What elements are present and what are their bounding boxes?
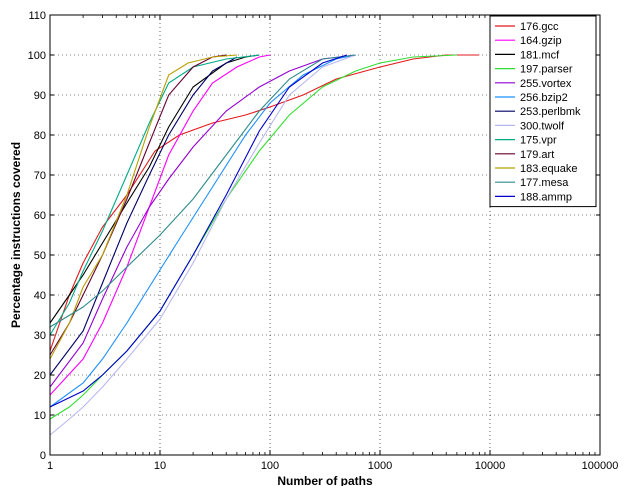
y-tick-label: 30 xyxy=(34,330,46,342)
legend-label: 176.gcc xyxy=(520,21,559,33)
series-line-11 xyxy=(49,54,237,360)
legend-label: 255.vortex xyxy=(520,78,572,90)
x-tick-label: 10 xyxy=(154,460,166,472)
series-line-4 xyxy=(49,54,457,420)
series-line-6 xyxy=(49,54,356,408)
y-tick-label: 70 xyxy=(34,170,46,182)
x-tick-label: 100 xyxy=(261,460,279,472)
y-tick-label: 50 xyxy=(34,250,46,262)
legend-label: 183.equake xyxy=(520,163,578,175)
y-tick-label: 90 xyxy=(34,90,46,102)
y-tick-label: 100 xyxy=(28,50,46,62)
x-axis-title: Number of paths xyxy=(277,474,373,486)
series-line-5 xyxy=(49,54,356,388)
series-line-1 xyxy=(49,54,480,352)
y-tick-label: 10 xyxy=(34,410,46,422)
legend-label: 179.art xyxy=(520,149,554,161)
legend-label: 175.vpr xyxy=(520,135,557,147)
legend-label: 164.gzip xyxy=(520,35,562,47)
y-axis-title: Percentage instructions covered xyxy=(9,142,23,328)
y-tick-label: 110 xyxy=(28,10,46,22)
x-tick-label: 10000 xyxy=(475,460,506,472)
series-line-12 xyxy=(49,54,356,328)
legend-label: 177.mesa xyxy=(520,177,569,189)
y-tick-label: 60 xyxy=(34,210,46,222)
series-line-2 xyxy=(49,54,271,396)
legend-label: 188.ammp xyxy=(520,191,572,203)
plot-area xyxy=(49,14,601,456)
y-tick-label: 80 xyxy=(34,130,46,142)
y-tick-label: 40 xyxy=(34,290,46,302)
legend-label: 253.perlbmk xyxy=(520,106,581,118)
x-tick-label: 1000 xyxy=(368,460,392,472)
series-line-13 xyxy=(49,54,348,408)
series-lines xyxy=(49,54,480,436)
series-line-8 xyxy=(49,54,356,436)
legend-label: 300.twolf xyxy=(520,120,565,132)
y-tick-label: 20 xyxy=(34,370,46,382)
legend-label: 256.bzip2 xyxy=(520,92,568,104)
y-tick-label: 0 xyxy=(40,450,46,462)
series-line-9 xyxy=(49,54,260,336)
x-tick-label: 1 xyxy=(47,460,53,472)
x-tick-label: 100000 xyxy=(582,460,619,472)
legend: 176.gcc 164.gzip 181.mcf 197.parser 255.vort… xyxy=(489,15,597,208)
series-line-7 xyxy=(49,56,238,376)
legend-label: 181.mcf xyxy=(520,49,560,61)
legend-label: 197.parser xyxy=(520,64,573,76)
series-line-10 xyxy=(49,54,227,356)
